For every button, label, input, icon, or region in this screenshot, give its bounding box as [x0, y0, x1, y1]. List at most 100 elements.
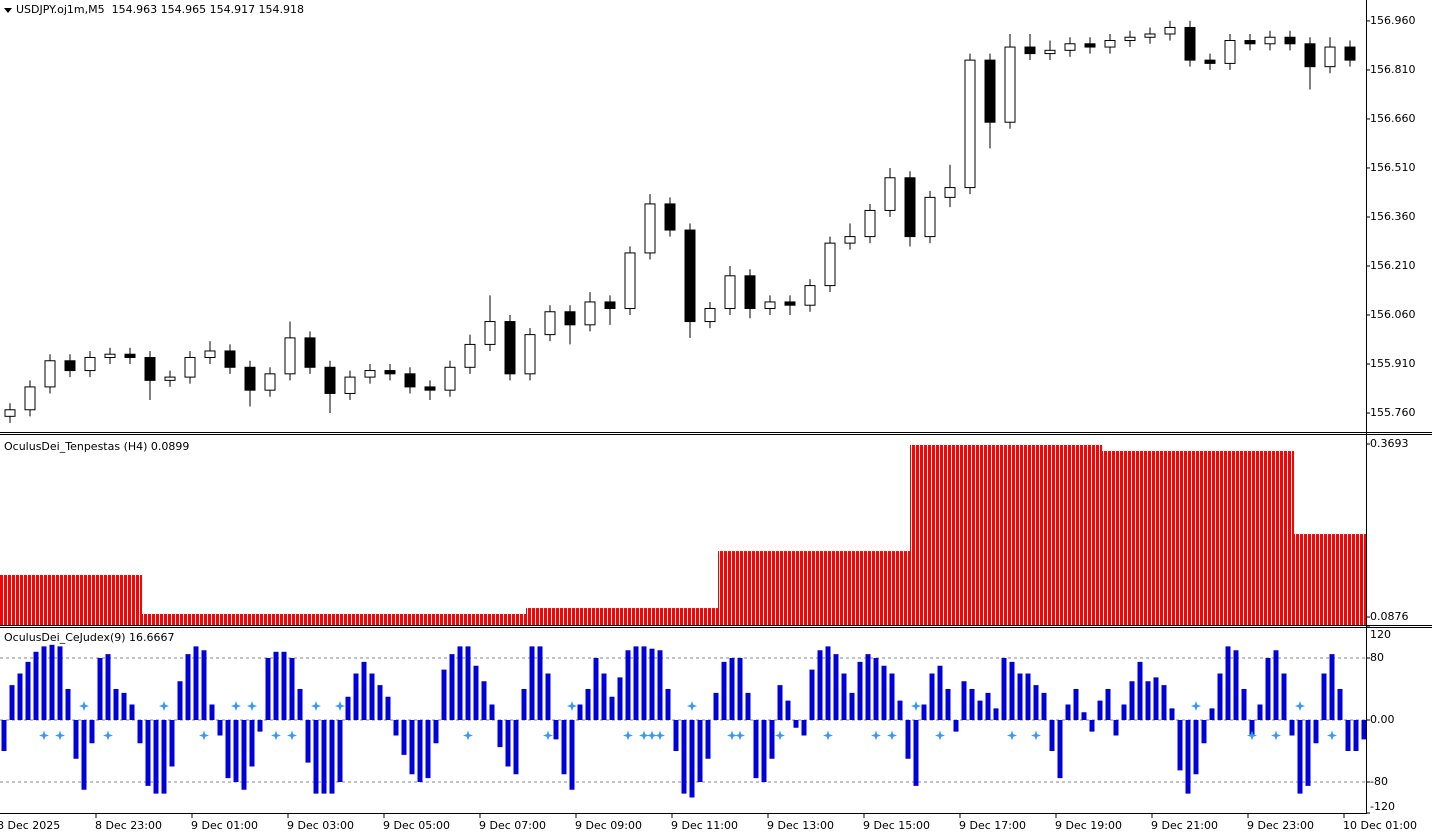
bar: [705, 720, 711, 759]
y-tick-label: 80: [1370, 651, 1384, 664]
price-pane: [4, 20, 1356, 423]
bar: [1121, 704, 1127, 720]
bar: [921, 704, 927, 720]
candle-body: [184, 356, 196, 378]
bar: [585, 689, 591, 720]
bar: [761, 720, 767, 782]
bar: [142, 614, 334, 625]
bar: [1273, 650, 1279, 720]
bar: [913, 720, 919, 786]
bar: [1161, 685, 1167, 720]
bar: [1169, 708, 1175, 720]
bar: [305, 720, 311, 763]
bar: [545, 673, 551, 720]
bar: [1353, 720, 1359, 751]
bar: [817, 650, 823, 720]
bar: [729, 658, 735, 720]
bar: [801, 720, 807, 736]
x-tick-label: 9 Dec 07:00: [479, 819, 546, 832]
signal-star: [687, 701, 697, 712]
candle-body: [1244, 40, 1256, 45]
bar: [718, 551, 910, 625]
candle-body: [1284, 36, 1296, 45]
signal-star: [871, 730, 881, 741]
bar: [1233, 650, 1239, 720]
candle-body: [884, 177, 896, 211]
bar: [857, 661, 863, 720]
bar: [1025, 673, 1031, 720]
bar: [633, 646, 639, 720]
signal-star: [1007, 730, 1017, 741]
signal-star: [335, 701, 345, 712]
x-tick-label: 9 Dec 05:00: [383, 819, 450, 832]
candle-body: [964, 59, 976, 189]
bar: [201, 650, 207, 720]
candle-body: [304, 337, 316, 368]
bar: [526, 608, 718, 625]
signal-star: [823, 730, 833, 741]
bar: [161, 720, 167, 794]
bar: [145, 720, 151, 786]
bar: [849, 692, 855, 720]
candle-body: [924, 196, 936, 238]
bar: [1041, 692, 1047, 720]
bar: [769, 720, 775, 759]
candle-body: [724, 275, 736, 309]
bar: [313, 720, 319, 794]
bar: [1345, 720, 1351, 751]
bar: [1297, 720, 1303, 794]
bar: [1145, 681, 1151, 720]
candle-body: [684, 229, 696, 323]
bar: [409, 720, 415, 775]
candle-body: [864, 209, 876, 238]
candle-body: [104, 353, 116, 358]
signal-star: [1031, 730, 1041, 741]
bar: [89, 720, 95, 744]
candle-body: [224, 350, 236, 368]
x-tick-label: 9 Dec 11:00: [671, 819, 738, 832]
candle-body: [624, 252, 636, 309]
bar: [1017, 673, 1023, 720]
candle-body: [64, 360, 76, 372]
bar: [1217, 673, 1223, 720]
bar: [481, 681, 487, 720]
bar: [1185, 720, 1191, 794]
bar: [945, 689, 951, 720]
bar: [1329, 654, 1335, 720]
signal-star: [55, 730, 65, 741]
bar: [1201, 720, 1207, 744]
bar: [961, 681, 967, 720]
bar: [737, 658, 743, 720]
signal-star: [311, 701, 321, 712]
y-tick-label: 120: [1370, 628, 1391, 641]
signal-star: [647, 730, 657, 741]
y-tick-label: 156.360: [1370, 210, 1416, 223]
bar: [241, 720, 247, 790]
candle-body: [404, 373, 416, 388]
bar: [273, 651, 279, 720]
candle-body: [844, 236, 856, 244]
menu-triangle: [4, 8, 12, 13]
bar: [665, 689, 671, 720]
bar: [1033, 685, 1039, 720]
candle-body: [4, 409, 16, 417]
signal-star: [1247, 730, 1257, 741]
candle-body: [744, 275, 756, 309]
bar: [865, 654, 871, 720]
bar: [505, 720, 511, 767]
bar: [825, 646, 831, 720]
x-tick-label: 9 Dec 15:00: [863, 819, 930, 832]
bar: [97, 658, 103, 720]
candle-body: [1004, 46, 1016, 123]
candle-body: [1084, 43, 1096, 48]
bar: [1089, 720, 1095, 732]
bar: [1073, 689, 1079, 720]
bar: [881, 665, 887, 720]
bar: [1009, 661, 1015, 720]
signal-star: [79, 701, 89, 712]
signal-star: [623, 730, 633, 741]
candle-body: [1204, 59, 1216, 64]
candle-body: [324, 366, 336, 394]
bar: [1305, 720, 1311, 786]
